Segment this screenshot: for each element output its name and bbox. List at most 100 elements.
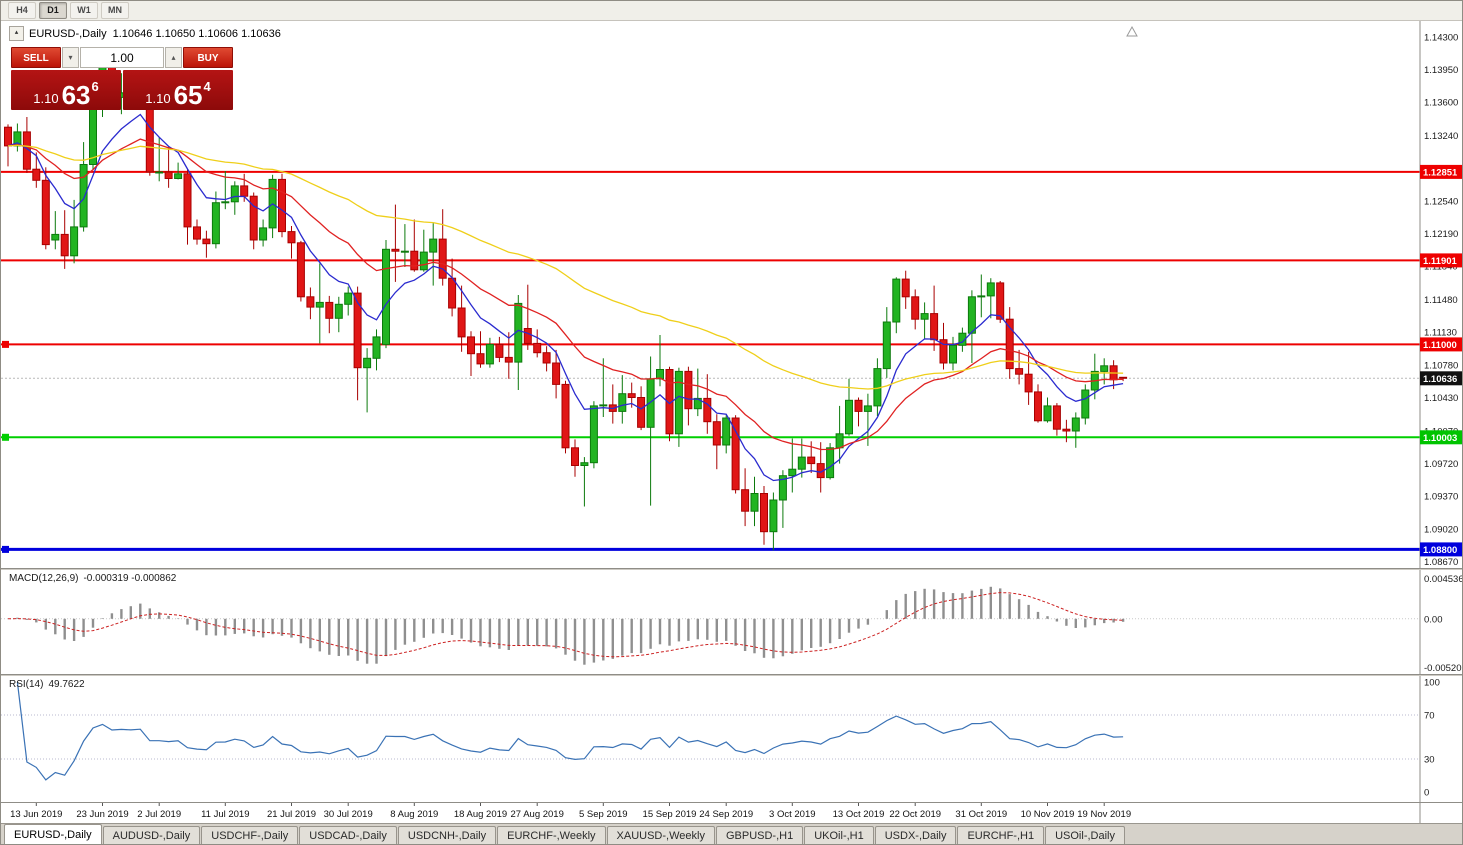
symbol-tab-xauusd-weekly[interactable]: XAUUSD-,Weekly xyxy=(606,826,715,844)
price-axis-label: 1.14300 xyxy=(1424,32,1458,43)
buy-price-prefix: 1.10 xyxy=(145,90,171,106)
sell-button[interactable]: SELL xyxy=(11,47,61,68)
date-axis-label: 27 Aug 2019 xyxy=(511,809,564,820)
price-tag: 1.10003 xyxy=(1420,430,1462,445)
chart-shift-marker[interactable] xyxy=(1126,25,1138,37)
price-tag: 1.11000 xyxy=(1420,337,1462,352)
symbol-tab-audusd-daily[interactable]: AUDUSD-,Daily xyxy=(102,826,201,844)
buy-price-fraction: 4 xyxy=(203,79,211,94)
macd-values: -0.000319 -0.000862 xyxy=(83,573,177,584)
macd-indicator-label: MACD(12,26,9) -0.000319 -0.000862 xyxy=(9,573,181,584)
symbol-tab-eurusd-daily[interactable]: EURUSD-,Daily xyxy=(4,824,102,844)
symbol-tab-usdx-daily[interactable]: USDX-,Daily xyxy=(874,826,957,844)
pane-splitter[interactable] xyxy=(1,674,1462,676)
lot-decrease-button[interactable]: ▾ xyxy=(62,47,79,68)
macd-axis-min: -0.0052050 xyxy=(1424,663,1463,674)
date-axis-label: 2 Jul 2019 xyxy=(137,809,181,820)
rsi-value: 49.7622 xyxy=(48,679,85,690)
pane-splitter[interactable] xyxy=(1,568,1462,570)
symbol-tab-gbpusd-h1[interactable]: GBPUSD-,H1 xyxy=(715,826,804,844)
moving-average-55[interactable] xyxy=(7,144,1124,390)
triangle-up-icon: ▴ xyxy=(171,53,176,62)
date-axis-label: 8 Aug 2019 xyxy=(390,809,438,820)
buy-button[interactable]: BUY xyxy=(183,47,233,68)
rsi-line xyxy=(16,681,1124,781)
price-axis-label: 1.11480 xyxy=(1424,295,1458,306)
svg-text:1.10636: 1.10636 xyxy=(1423,374,1457,385)
symbol-tab-ukoil-h1[interactable]: UKOil-,H1 xyxy=(804,826,874,844)
timeframe-button-d1[interactable]: D1 xyxy=(39,2,67,19)
lot-increase-button[interactable]: ▴ xyxy=(165,47,182,68)
price-tag: 1.11901 xyxy=(1420,253,1462,268)
date-axis-label: 21 Jul 2019 xyxy=(267,809,316,820)
date-axis-label: 24 Sep 2019 xyxy=(699,809,753,820)
sell-price-fraction: 6 xyxy=(91,79,99,94)
price-axis-label: 1.09720 xyxy=(1424,459,1458,470)
date-axis-label: 19 Nov 2019 xyxy=(1077,809,1131,820)
price-axis-label: 1.12190 xyxy=(1424,229,1458,240)
symbol-tab-usdcnh-daily[interactable]: USDCNH-,Daily xyxy=(397,826,497,844)
timeframe-button-h4[interactable]: H4 xyxy=(8,2,36,19)
macd-indicator-pane[interactable]: 0.0045360 0.00 -0.0052050 MACD(12,26,9) -0.… xyxy=(1,570,1463,674)
rsi-name: RSI(14) xyxy=(9,679,44,690)
moving-average-21[interactable] xyxy=(7,138,1124,451)
symbol-tab-usdcad-daily[interactable]: USDCAD-,Daily xyxy=(299,826,397,844)
sell-price-pips: 63 xyxy=(61,79,91,110)
timeframe-button-w1[interactable]: W1 xyxy=(70,2,98,19)
chart-ohlc-values: 1.10646 1.10650 1.10606 1.10636 xyxy=(112,27,281,40)
buy-price-display[interactable]: 1.10 65 4 xyxy=(123,70,233,110)
rsi-axis-label: 70 xyxy=(1424,711,1435,722)
macd-axis-max: 0.0045360 xyxy=(1424,574,1463,585)
chart-title: ▴ EURUSD-,Daily 1.10646 1.10650 1.10606 … xyxy=(9,26,281,41)
date-axis-label: 18 Aug 2019 xyxy=(454,809,507,820)
rsi-canvas[interactable]: 100 70 30 0 xyxy=(1,676,1463,802)
buy-price-pips: 65 xyxy=(173,79,203,110)
moving-average-8[interactable] xyxy=(7,113,1124,482)
horizontal-level-lines[interactable] xyxy=(1,170,1420,553)
date-axis-label: 5 Sep 2019 xyxy=(579,809,628,820)
symbol-tab-usoil-daily[interactable]: USOil-,Daily xyxy=(1045,826,1125,844)
svg-text:1.08800: 1.08800 xyxy=(1423,545,1457,556)
price-axis-label: 1.10430 xyxy=(1424,393,1458,404)
price-axis-label: 1.09370 xyxy=(1424,492,1458,503)
date-axis-label: 22 Oct 2019 xyxy=(889,809,941,820)
price-axis-label: 1.13600 xyxy=(1424,98,1458,109)
date-axis-canvas[interactable]: 13 Jun 2019 23 Jun 2019 2 Jul 2019 11 Jul 2… xyxy=(1,803,1463,823)
symbol-tab-eurchf-weekly[interactable]: EURCHF-,Weekly xyxy=(497,826,606,844)
price-axis-label: 1.10780 xyxy=(1424,360,1458,371)
timeframe-toolbar: H4 D1 W1 MN xyxy=(1,1,1462,21)
macd-canvas[interactable]: 0.0045360 0.00 -0.0052050 xyxy=(1,570,1463,674)
macd-name: MACD(12,26,9) xyxy=(9,573,79,584)
rsi-axis-label: 100 xyxy=(1424,678,1440,689)
timeframe-button-mn[interactable]: MN xyxy=(101,2,129,19)
macd-axis-zero: 0.00 xyxy=(1424,614,1443,625)
date-axis-label: 23 Jun 2019 xyxy=(76,809,128,820)
price-axis-label: 1.08670 xyxy=(1424,557,1458,568)
price-tag: 1.10636 xyxy=(1420,371,1462,386)
one-click-collapse-button[interactable]: ▴ xyxy=(9,26,24,41)
price-chart-canvas[interactable]: 1.143001.139501.136001.132401.128901.125… xyxy=(1,21,1463,568)
date-axis-label: 11 Jul 2019 xyxy=(201,809,249,820)
rsi-indicator-pane[interactable]: 100 70 30 0 RSI(14) 49.7622 xyxy=(1,676,1463,802)
svg-text:1.12851: 1.12851 xyxy=(1423,167,1458,178)
symbol-tab-usdchf-daily[interactable]: USDCHF-,Daily xyxy=(201,826,299,844)
price-axis-label: 1.13950 xyxy=(1424,65,1458,76)
price-axis-label: 1.12540 xyxy=(1424,196,1458,207)
date-axis[interactable]: 13 Jun 2019 23 Jun 2019 2 Jul 2019 11 Jul 2… xyxy=(1,802,1463,823)
symbol-tab-eurchf-h1[interactable]: EURCHF-,H1 xyxy=(957,826,1045,844)
date-axis-label: 15 Sep 2019 xyxy=(643,809,697,820)
svg-text:1.11901: 1.11901 xyxy=(1423,256,1458,267)
price-chart-pane[interactable]: 1.143001.139501.136001.132401.128901.125… xyxy=(1,21,1463,568)
triangle-up-icon: ▴ xyxy=(14,29,19,36)
date-axis-label: 30 Jul 2019 xyxy=(324,809,373,820)
date-axis-label: 10 Nov 2019 xyxy=(1021,809,1075,820)
rsi-axis-label: 30 xyxy=(1424,755,1435,766)
macd-histogram xyxy=(16,586,1125,665)
date-axis-label: 13 Jun 2019 xyxy=(10,809,62,820)
sell-price-display[interactable]: 1.10 63 6 xyxy=(11,70,121,110)
lot-size-input[interactable] xyxy=(80,47,164,68)
rsi-axis-label: 0 xyxy=(1424,788,1429,799)
svg-text:1.11000: 1.11000 xyxy=(1423,340,1457,351)
